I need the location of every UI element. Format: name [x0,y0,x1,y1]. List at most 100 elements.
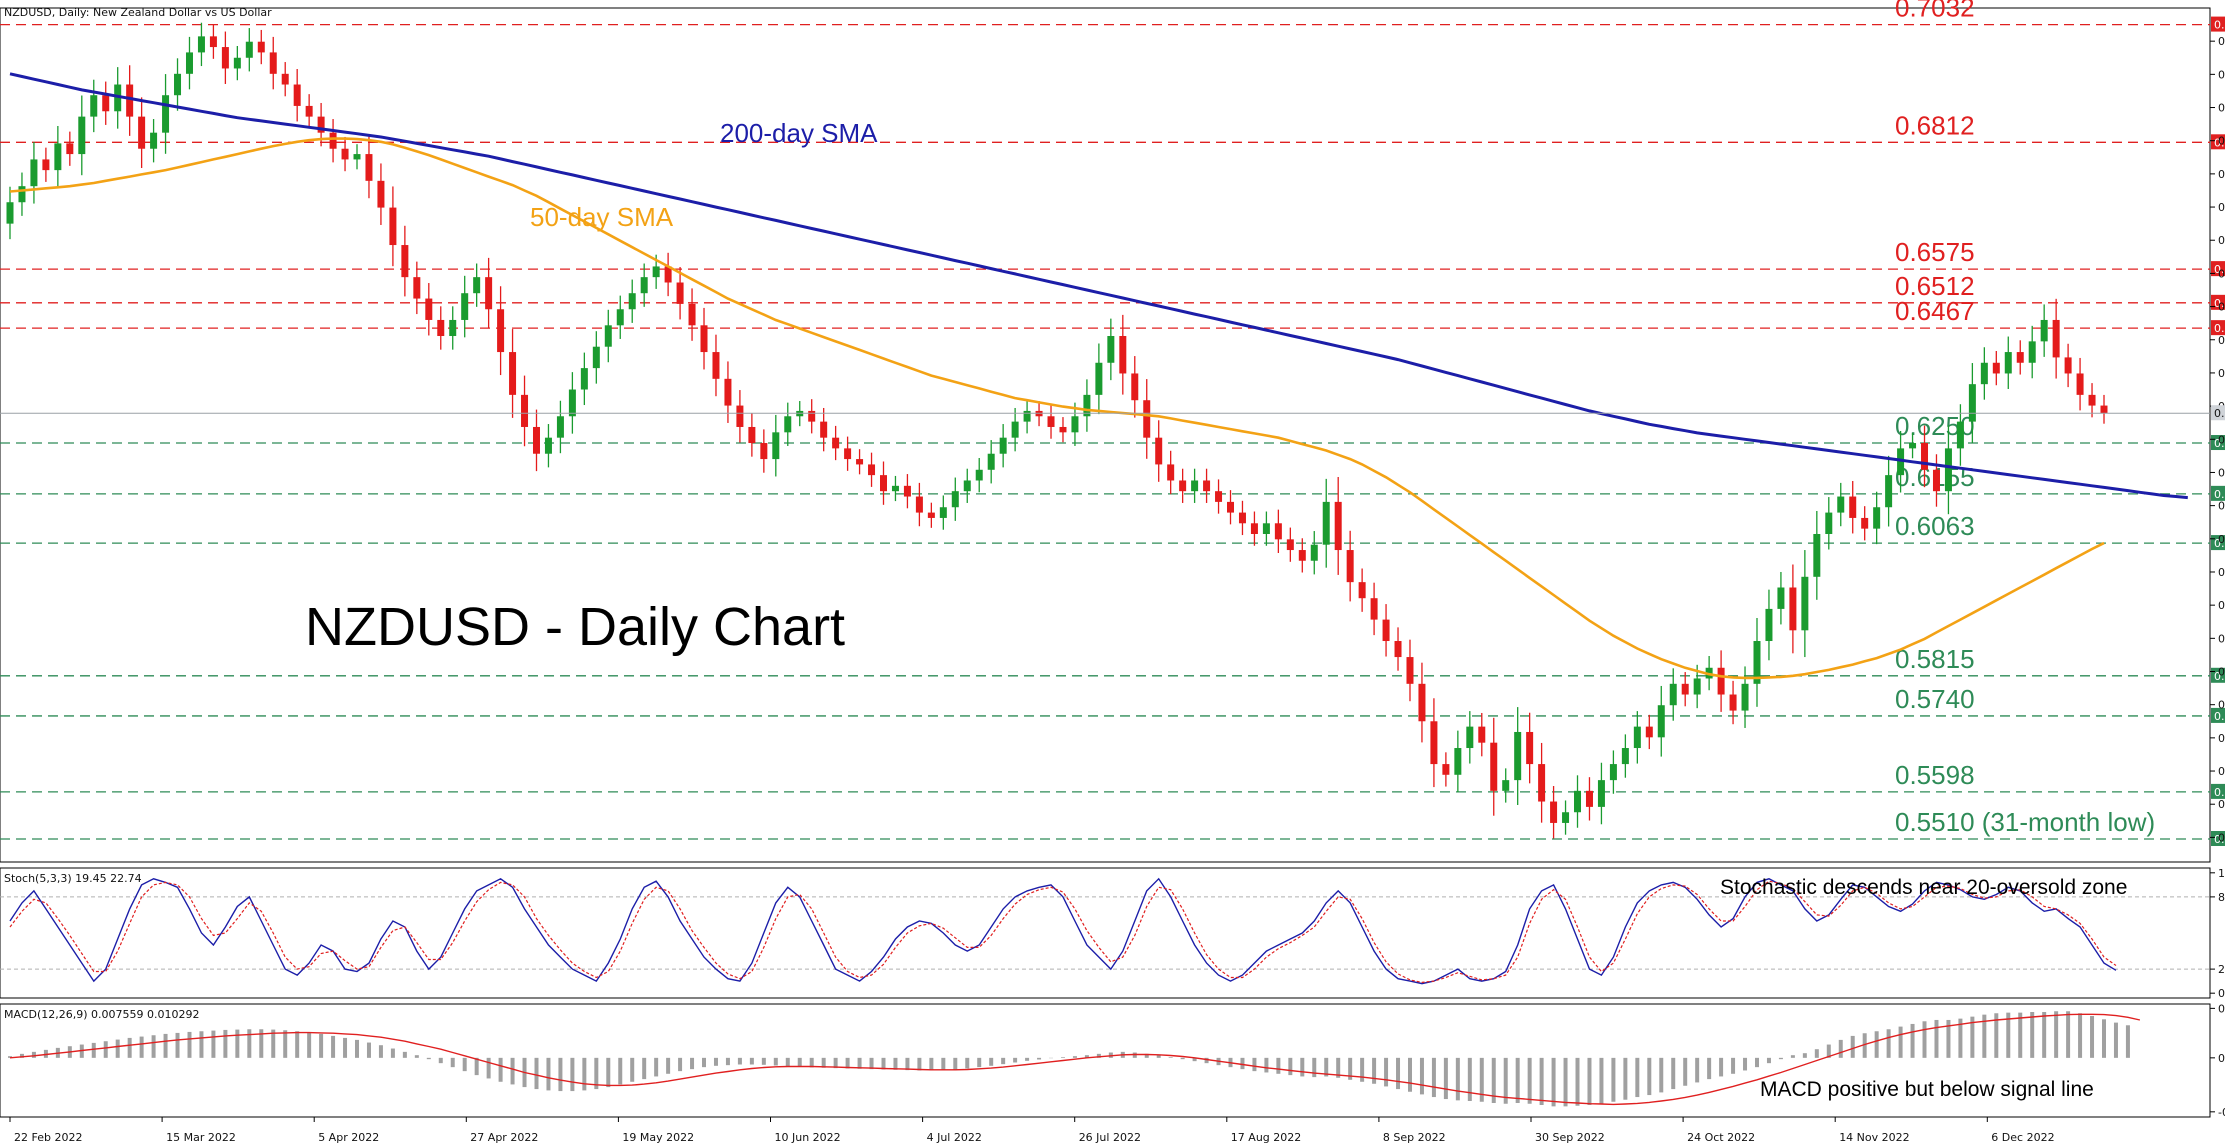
candle-body [544,437,552,454]
price-tick-label: 0.68770 [2218,102,2225,115]
macd-annotation: MACD positive but below signal line [1760,1078,2094,1101]
candle-body [1741,683,1749,711]
candle-body [353,154,361,160]
candle-body [1023,410,1031,422]
price-tick-label: 0.56990 [2218,732,2225,745]
candle-body [185,52,193,74]
candle-body [1047,416,1055,427]
candle-body [2100,405,2108,414]
candle-body [592,346,600,369]
candle-body [939,507,947,518]
level-label-0: 0.7032 [1895,0,1975,23]
candle-body [1478,726,1486,743]
candle-body [1215,491,1223,502]
panel-frame-2 [0,867,2211,999]
candle-body [915,496,923,513]
candle-body [1083,394,1091,417]
candle-body [532,426,540,454]
candle-body [1621,748,1629,765]
candle-body [162,95,170,133]
current-price-tag-bg [2211,405,2225,421]
candle-body [1191,480,1199,492]
candle-body [245,41,253,58]
candle-body [712,352,720,379]
price-tick-label: 0.64430 [2218,334,2225,347]
candle-body [281,73,289,85]
candle-body [1131,373,1139,401]
candle-body [1849,496,1857,518]
date-tick-label: 6 Dec 2022 [1991,1131,2054,1144]
candle-body [903,485,911,497]
level-tag-bg-0 [2211,16,2225,32]
candle-body [2064,357,2072,374]
candle-body [628,293,636,310]
candle-body [891,485,899,492]
candle-body [1562,812,1570,823]
price-tick-label: 0.61950 [2218,466,2225,479]
candle-body [341,148,349,160]
date-tick-label: 30 Sep 2022 [1535,1131,1605,1144]
level-tag-bg-9 [2211,707,2225,723]
candle-body [293,84,301,106]
level-label-4: 0.6467 [1895,296,1975,326]
candle-body [1250,523,1258,534]
candle-body [1107,336,1115,363]
candle-body [449,319,457,337]
candle-body [724,378,732,406]
macd-title: MACD(12,26,9) 0.007559 0.010292 [4,1008,200,1021]
candle-body [1370,598,1378,620]
price-tick-label: 0.68150 [2218,135,2225,148]
price-tick-label: 0.60710 [2218,533,2225,546]
candle-body [820,421,828,438]
candle-body [2076,373,2084,395]
candle-body [18,186,26,203]
level-label-1: 0.6812 [1895,110,1975,140]
candle-body [2016,352,2024,363]
level-label-8: 0.5815 [1895,644,1975,674]
candle-body [90,95,98,117]
candle-body [1633,726,1641,749]
candle-body [1944,448,1952,492]
candle-body [509,352,517,395]
candle-body [856,459,864,465]
macd-tick-label: -0.016244 [2218,1106,2225,1119]
stoch-tick-label: 80.00 [2218,891,2225,904]
candle-body [66,143,74,155]
price-tick-label: 0.65670 [2218,267,2225,280]
candle-body [150,132,158,149]
level-tag-bg-4 [2211,320,2225,336]
date-tick-label: 8 Sep 2022 [1383,1131,1446,1144]
candle-body [808,410,816,422]
candle-body [604,325,612,347]
candle-body [1861,517,1869,529]
date-tick-label: 15 Mar 2022 [166,1131,236,1144]
price-tick-label: 0.59470 [2218,599,2225,612]
candle-body [1669,683,1677,706]
price-tick-label: 0.56370 [2218,765,2225,778]
stoch-title: Stoch(5,3,3) 19.45 22.74 [4,872,142,885]
level-tag-bg-10 [2211,783,2225,799]
candle-body [1143,400,1151,438]
date-tick-label: 22 Feb 2022 [14,1131,82,1144]
level-label-2: 0.6575 [1895,237,1975,267]
candle-body [1394,641,1402,658]
candle-body [580,368,588,390]
level-tag-bg-1 [2211,134,2225,150]
candle-body [1442,764,1450,775]
candle-body [736,405,744,427]
candle-body [461,293,469,320]
candle-body [999,437,1007,454]
candle-body [879,475,887,492]
sma50-line [9,137,2105,680]
candle-body [114,84,122,112]
candle-body [1310,544,1318,561]
candle-body [616,309,624,326]
candle-body [1358,582,1366,599]
candle-body [1011,421,1019,438]
